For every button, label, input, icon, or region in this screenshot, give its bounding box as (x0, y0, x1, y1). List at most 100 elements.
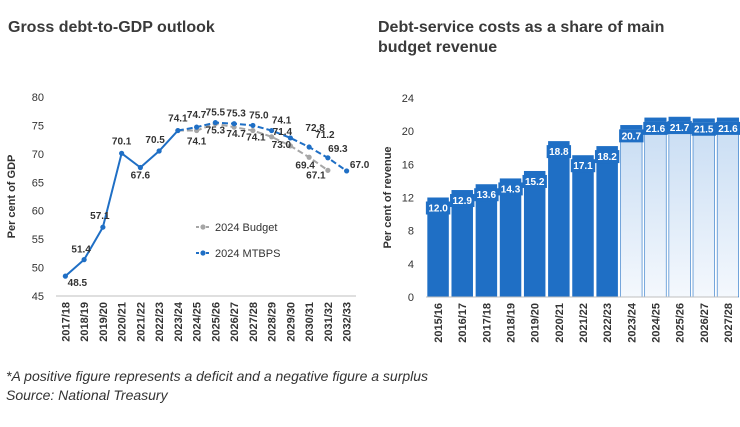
y-tick-label: 75 (32, 120, 44, 132)
x-tick-label: 2027/28 (723, 303, 735, 343)
legend-budget-label: 2024 Budget (215, 222, 277, 234)
debt-to-gdp-line-chart: 45 50 55 60 65 70 75 80 2017/18 2018/19 2019/20 202… (6, 92, 370, 342)
budget-series-point (269, 134, 275, 140)
mtbps-series-point (287, 135, 293, 141)
data-label: 69.4 (295, 160, 315, 171)
x-tick-label: 2031/32 (323, 302, 335, 342)
data-label: 74.7 (226, 129, 246, 140)
x-tick-label: 2030/31 (304, 302, 316, 342)
budget-series-point (250, 127, 256, 134)
x-tick-label: 2023/24 (173, 301, 185, 342)
legend-budget-marker (200, 224, 206, 230)
data-label: 21.6 (718, 124, 738, 135)
bar (499, 178, 522, 297)
data-label: 17.1 (573, 161, 593, 172)
data-label: 74.1 (272, 116, 292, 127)
bar-cap (620, 125, 643, 130)
data-label: 73.0 (272, 140, 292, 151)
mtbps-series-line-dashed (177, 121, 348, 172)
data-label: 74.1 (168, 114, 188, 125)
data-label-box (715, 121, 740, 135)
data-label: 70.5 (145, 135, 165, 146)
data-label: 72.8 (305, 123, 325, 134)
bar-projected (716, 117, 739, 298)
x-tick-label: 2019/20 (98, 302, 110, 342)
right-chart-title: Debt-service costs as a share of main bu… (378, 19, 665, 56)
data-label: 15.2 (525, 177, 545, 188)
data-label: 67.1 (306, 170, 326, 181)
bar-cap (693, 118, 715, 123)
data-label: 71.4 (273, 127, 293, 138)
y-tick-label: 16 (402, 159, 414, 171)
data-label: 12.0 (428, 204, 448, 215)
data-label-box (546, 145, 572, 159)
data-label-box (619, 129, 644, 143)
data-label: 75.3 (206, 126, 226, 137)
legend-mtbps-label: 2024 MTBPS (215, 248, 280, 260)
bar-projected (668, 116, 691, 298)
mtbps-series-point (194, 124, 200, 130)
x-tick-label: 2026/27 (699, 303, 711, 343)
data-label: 51.4 (71, 245, 91, 256)
bar (427, 197, 449, 297)
data-label: 75.3 (226, 109, 246, 120)
mtbps-series-point (344, 168, 350, 174)
y-tick-label: 70 (32, 149, 44, 161)
data-label: 74.7 (187, 110, 207, 121)
data-label: 20.7 (622, 131, 642, 142)
data-label-box (474, 188, 499, 202)
mtbps-series-point (156, 148, 162, 154)
y-tick-label: 12 (402, 193, 414, 205)
data-label: 48.5 (68, 278, 88, 289)
mtbps-series-point (306, 144, 312, 150)
y-axis-title: Per cent of GDP (6, 155, 18, 239)
mtbps-series-point (231, 121, 237, 127)
data-label: 13.6 (477, 190, 497, 201)
budget-series-point (306, 154, 312, 160)
data-label: 74.1 (187, 137, 207, 148)
x-tick-label: 2016/17 (457, 303, 469, 343)
x-tick-label: 2020/21 (554, 303, 566, 343)
mtbps-series-point (212, 119, 218, 126)
x-tick-label: 2018/19 (79, 302, 91, 342)
x-tick-label: 2022/23 (602, 303, 614, 343)
x-tick-label: 2025/26 (210, 302, 222, 342)
data-label: 69.3 (328, 144, 348, 155)
data-label-box (570, 159, 596, 173)
data-label: 75.5 (206, 108, 226, 119)
y-tick-label: 65 (32, 177, 44, 189)
data-label: 57.1 (90, 211, 110, 222)
left-chart-title: Gross debt-to-GDP outlook (8, 19, 215, 36)
bar-cap (644, 117, 667, 122)
data-label-box (425, 201, 451, 215)
x-tick-label: 2025/26 (675, 303, 687, 343)
data-label: 21.7 (670, 123, 690, 134)
bar-projected (620, 125, 643, 298)
footnote: *A positive figure represents a deficit … (6, 368, 429, 384)
mtbps-series-point (137, 164, 143, 171)
y-tick-label: 20 (402, 126, 414, 138)
x-tick-label: 2027/28 (248, 302, 260, 342)
source-note: Source: National Treasury (6, 387, 168, 403)
x-tick-label: 2026/27 (229, 302, 241, 342)
bar (596, 146, 618, 297)
data-label-box (594, 150, 620, 164)
x-tick-label: 2021/22 (135, 302, 147, 342)
y-axis-title: Per cent of revenue (382, 146, 394, 248)
y-tick-label: 80 (32, 92, 44, 104)
data-label-box (667, 121, 692, 135)
mtbps-series-point (62, 273, 68, 279)
data-label-box (691, 122, 716, 136)
data-label-box (643, 121, 668, 135)
y-tick-label: 8 (408, 226, 414, 238)
bar-projected (692, 118, 715, 298)
data-label: 14.3 (501, 184, 521, 195)
bar-projected (644, 117, 667, 298)
data-label: 21.5 (694, 125, 714, 136)
y-tick-label: 50 (32, 263, 44, 275)
x-tick-label: 2020/21 (117, 302, 129, 342)
data-label: 75.0 (249, 110, 269, 121)
bar-cap (717, 117, 739, 122)
bar (523, 170, 546, 297)
y-tick-label: 55 (32, 234, 44, 246)
